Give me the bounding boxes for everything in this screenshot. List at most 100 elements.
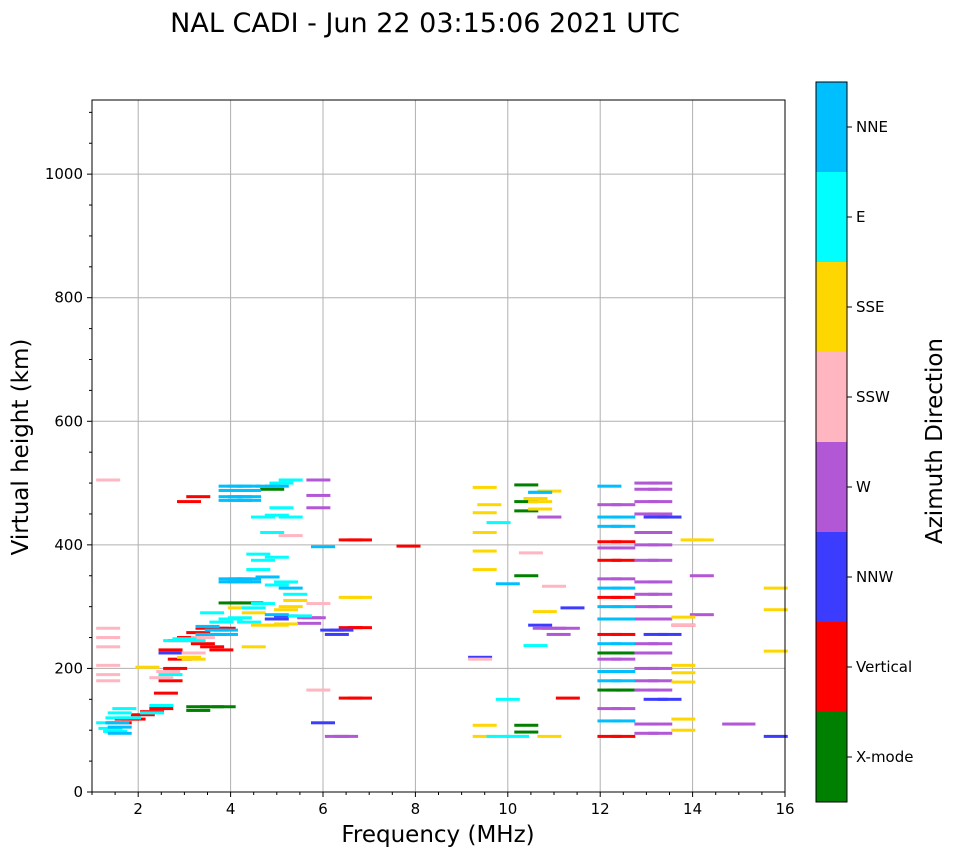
colorbar-label: Azimuth Direction (922, 338, 948, 544)
data-point (634, 605, 659, 609)
colorbar-frame (815, 81, 848, 803)
data-point (523, 644, 548, 648)
data-point (190, 636, 215, 640)
data-point (107, 731, 132, 735)
data-point (278, 478, 303, 482)
data-point (96, 663, 121, 667)
data-point (486, 734, 511, 738)
data-point (347, 626, 372, 630)
data-point (615, 688, 640, 692)
data-point (611, 595, 636, 599)
data-point (657, 697, 682, 701)
data-point (347, 595, 372, 599)
data-point (213, 628, 238, 632)
data-point (634, 651, 659, 655)
data-point (472, 511, 497, 515)
data-point (177, 500, 202, 504)
series-nnw (158, 515, 788, 738)
data-point (528, 490, 553, 494)
data-point (657, 632, 682, 636)
colorbar-tick-label: SSW (856, 388, 890, 406)
data-point (611, 707, 636, 711)
data-point (190, 642, 215, 646)
data-point (116, 716, 141, 720)
data-point (611, 670, 636, 674)
data-point (274, 608, 299, 612)
data-point (158, 651, 183, 655)
data-point (634, 500, 659, 504)
data-point (634, 642, 659, 646)
data-point (472, 734, 497, 738)
data-point (274, 622, 299, 626)
data-point (597, 515, 622, 519)
data-point (156, 670, 181, 674)
grid-lines (92, 100, 786, 792)
data-point (634, 487, 659, 491)
series-sse (135, 485, 788, 738)
data-point (597, 540, 622, 544)
data-point (597, 707, 622, 711)
data-point (597, 679, 622, 683)
data-point (634, 722, 659, 726)
data-point (163, 639, 188, 643)
data-point (250, 602, 275, 606)
colorbar-tick-label: W (856, 478, 871, 496)
data-point (264, 513, 289, 517)
data-point (611, 632, 636, 636)
data-point (135, 665, 160, 669)
data-point (287, 614, 312, 618)
data-point (103, 729, 128, 733)
data-point (648, 487, 673, 491)
data-point (250, 515, 275, 519)
data-point (278, 515, 303, 519)
data-point (264, 484, 289, 488)
data-point (96, 478, 121, 482)
data-point (597, 484, 622, 488)
x-tick-label: 10 (498, 800, 517, 818)
data-point (237, 484, 262, 488)
data-point (634, 731, 659, 735)
data-point (486, 521, 511, 525)
data-point (306, 602, 331, 606)
plot-frame (91, 99, 786, 793)
data-point (643, 632, 668, 636)
data-point (611, 577, 636, 581)
data-point (195, 624, 220, 628)
data-point (237, 498, 262, 502)
data-point (172, 637, 197, 641)
data-point (96, 645, 121, 649)
data-point (237, 495, 262, 499)
data-point (301, 616, 326, 620)
data-point (634, 580, 659, 584)
colorbar-segment (816, 532, 847, 622)
data-point (130, 713, 155, 717)
data-point (158, 673, 183, 677)
colorbar-tick-label: SSE (856, 298, 885, 316)
data-point (306, 493, 331, 497)
data-point (505, 734, 530, 738)
data-point (96, 636, 121, 640)
data-point (347, 538, 372, 542)
data-point (597, 734, 622, 738)
data-point (648, 679, 673, 683)
data-point (468, 657, 493, 661)
chart-title: NAL CADI - Jun 22 03:15:06 2021 UTC (170, 8, 680, 39)
data-point (648, 651, 673, 655)
y-tick-label: 200 (54, 659, 83, 677)
data-point (495, 697, 520, 701)
data-point (634, 512, 659, 516)
data-point (237, 577, 262, 581)
data-point (671, 717, 696, 721)
data-point (542, 626, 566, 630)
data-point (648, 500, 673, 504)
data-point (347, 696, 372, 700)
data-point (648, 481, 673, 485)
data-point (311, 545, 335, 549)
data-point (648, 666, 673, 670)
data-point (158, 648, 183, 652)
colorbar-tick-label: Vertical (856, 658, 912, 676)
y-axis: 0 200 400 600 800 1000 (45, 111, 92, 801)
data-point (514, 730, 539, 734)
data-point (105, 721, 130, 725)
data-point (514, 723, 539, 727)
